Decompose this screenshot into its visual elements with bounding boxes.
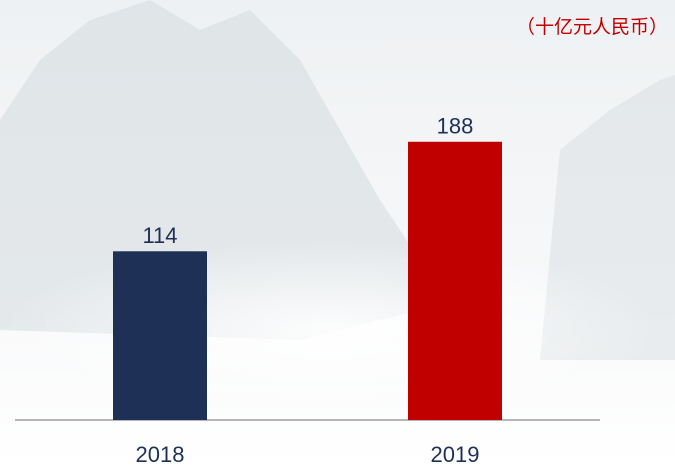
data-label: 114 xyxy=(142,223,177,248)
mist xyxy=(0,240,660,420)
bar xyxy=(408,142,502,420)
data-label: 188 xyxy=(437,114,474,139)
chart: （十亿元人民币） 114 2018 188 2019 xyxy=(0,0,675,469)
x-tick-label: 2018 xyxy=(136,442,185,467)
bar xyxy=(113,251,207,420)
x-tick-label: 2019 xyxy=(431,442,480,467)
unit-label: （十亿元人民币） xyxy=(516,16,668,38)
